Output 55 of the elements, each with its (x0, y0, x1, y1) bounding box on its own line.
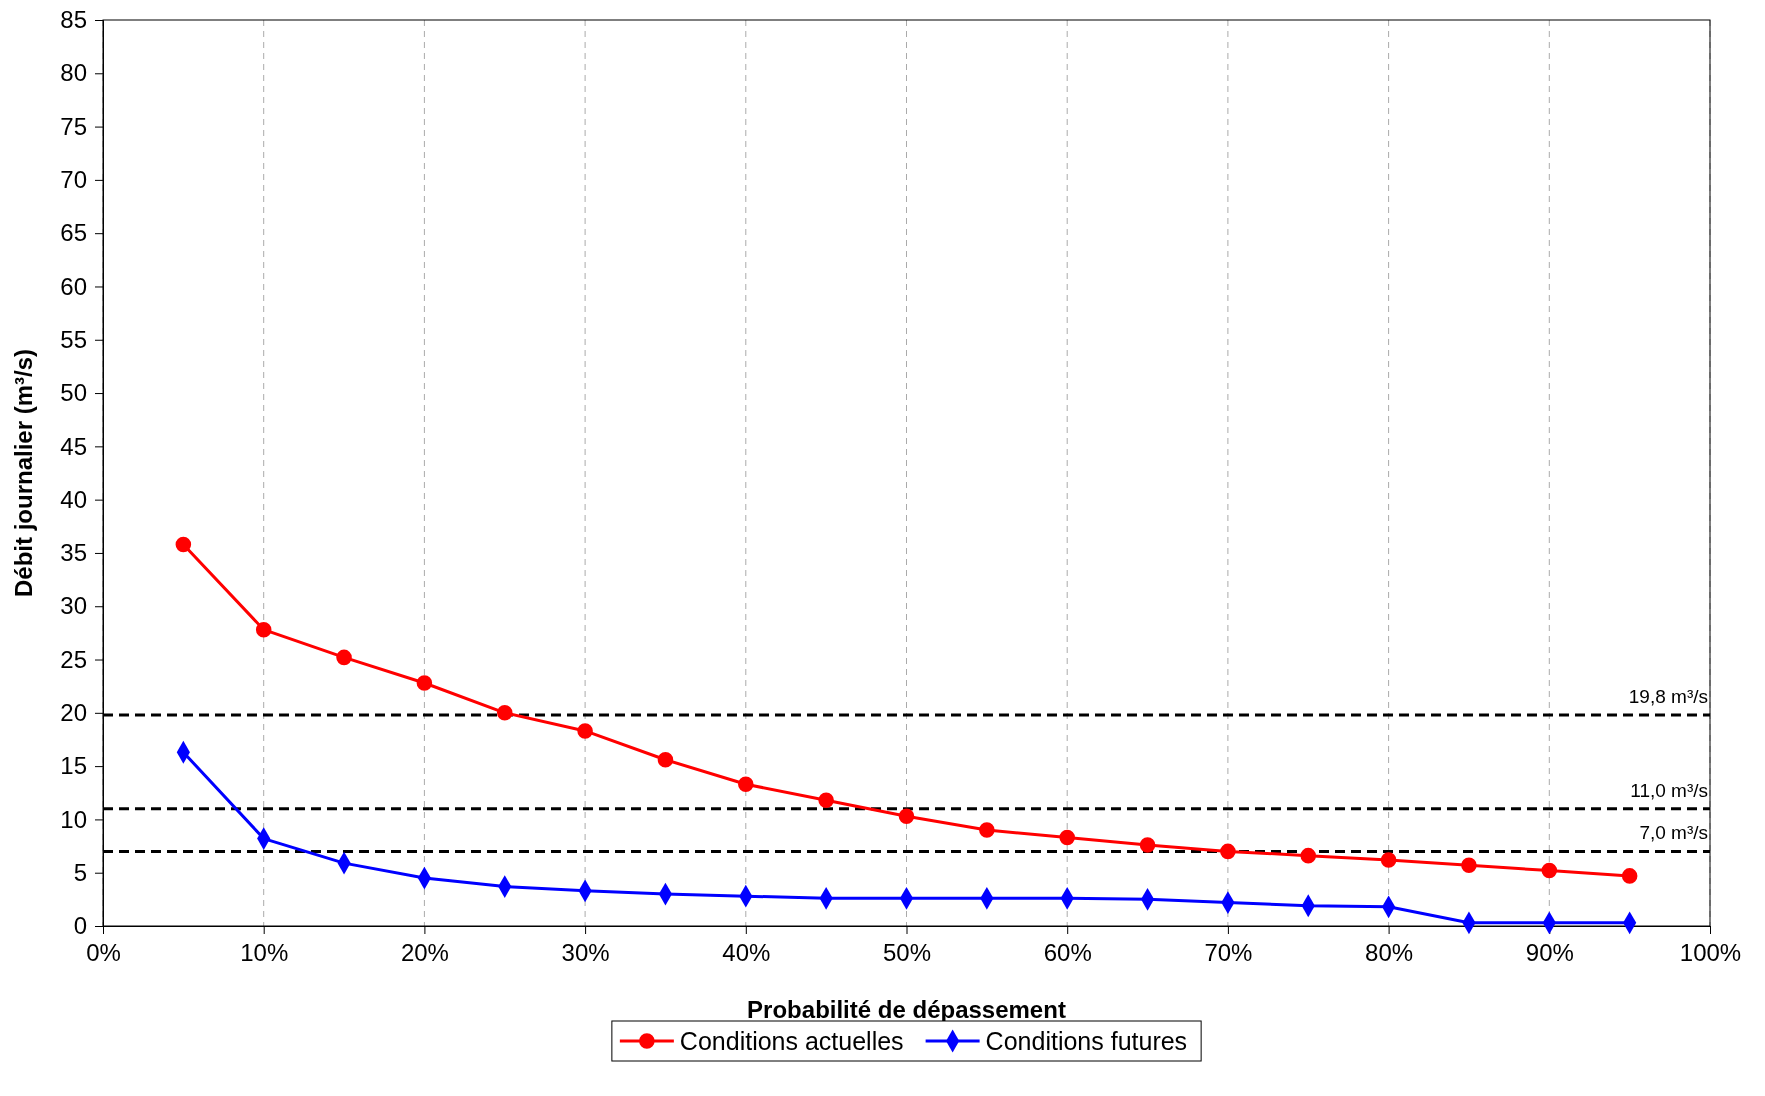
x-tick-label: 30% (561, 939, 610, 967)
point (175, 536, 192, 553)
y-tick-label: 35 (60, 539, 87, 567)
point (979, 822, 995, 838)
y-tick-label: 75 (60, 112, 87, 140)
point (1300, 847, 1317, 864)
x-tick-label: 90% (1525, 939, 1574, 967)
x-tick-label: 50% (882, 939, 932, 967)
x-tick-label: 20% (400, 939, 449, 967)
y-tick-label: 5 (73, 858, 87, 886)
point (255, 621, 272, 638)
point (657, 751, 674, 768)
y-tick-label: 0 (73, 912, 87, 940)
x-tick-label: 10% (240, 939, 289, 967)
point (1461, 857, 1477, 874)
point (496, 705, 513, 721)
point (1541, 862, 1558, 879)
y-tick-label: 45 (60, 432, 87, 460)
legend-label: Conditions actuelles (679, 1027, 904, 1055)
point (577, 723, 593, 739)
y-tick-label: 85 (60, 6, 87, 34)
point (818, 792, 834, 808)
y-tick-label: 55 (60, 325, 87, 353)
y-tick-label: 40 (60, 485, 87, 513)
x-tick-label: 0% (86, 939, 121, 967)
y-tick-label: 70 (60, 166, 87, 194)
ref-line-label: 11,0 m³/s (1630, 779, 1708, 801)
y-tick-label: 30 (60, 592, 87, 620)
x-tick-label: 70% (1204, 939, 1253, 967)
x-tick-label: 80% (1365, 939, 1414, 967)
point (1139, 837, 1156, 853)
point (1621, 868, 1638, 884)
y-tick-label: 15 (60, 752, 87, 780)
ref-line-label: 19,8 m³/s (1628, 685, 1708, 707)
point (898, 808, 915, 824)
y-axis-title: Débit journalier (m³/s) (10, 348, 37, 598)
legend-label: Conditions futures (985, 1027, 1188, 1055)
point (1380, 852, 1397, 868)
y-tick-label: 20 (60, 699, 87, 726)
y-tick-label: 10 (60, 805, 87, 833)
point (416, 675, 433, 691)
point (1220, 843, 1236, 860)
point (738, 776, 754, 792)
y-tick-label: 80 (60, 59, 87, 87)
y-tick-label: 50 (60, 379, 87, 407)
y-tick-label: 25 (60, 645, 87, 673)
x-tick-label: 40% (722, 939, 771, 967)
x-axis-title: Probabilité de dépassement (747, 996, 1066, 1023)
x-tick-label: 60% (1043, 939, 1092, 967)
y-tick-label: 65 (60, 219, 87, 247)
point (336, 649, 352, 666)
point (1059, 829, 1075, 846)
ref-line-label: 7,0 m³/s (1639, 822, 1708, 844)
x-tick-label: 100% (1679, 939, 1742, 967)
y-tick-label: 60 (60, 272, 87, 300)
